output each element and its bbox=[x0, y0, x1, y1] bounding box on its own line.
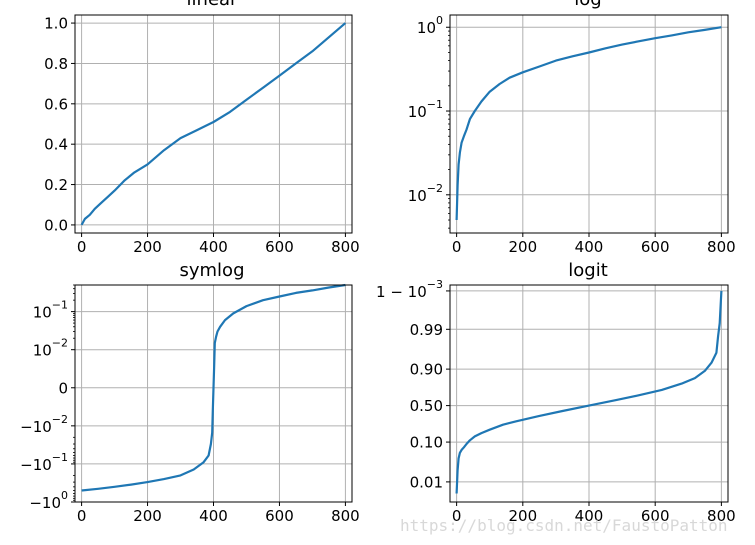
x-tick-label: 600 bbox=[265, 238, 294, 256]
x-tick-label: 0 bbox=[77, 238, 87, 256]
subplot-title: log bbox=[574, 0, 601, 10]
series-line bbox=[80, 22, 347, 226]
subplot-title: linear bbox=[187, 0, 239, 10]
y-tick-label: −10−2 bbox=[20, 413, 68, 436]
y-tick-label: 0.90 bbox=[410, 361, 443, 379]
y-tick-label: 0.99 bbox=[410, 321, 443, 339]
x-tick-label: 600 bbox=[641, 238, 670, 256]
watermark: https://blog.csdn.net/FaustoPatton bbox=[400, 516, 728, 535]
y-tick-label: 1 − 10−3 bbox=[376, 278, 443, 301]
subplot-linear: linear 0 200 400 600 800 0.0 0.2 0.4 0.6 0.8 1.0 bbox=[44, 0, 360, 256]
subplot-log: log 0 200 400 600 800 10−2 10−1 100 bbox=[408, 0, 736, 256]
y-tick-label: 0.01 bbox=[410, 473, 443, 491]
y-tick-label: 10−2 bbox=[408, 182, 443, 205]
y-tick-label: 10−1 bbox=[33, 299, 68, 322]
y-tick-label: 0.4 bbox=[44, 136, 68, 154]
x-tick-label: 0 bbox=[452, 507, 462, 525]
series-line bbox=[81, 283, 346, 492]
x-tick-label: 600 bbox=[265, 507, 294, 525]
y-tick-label: 0.6 bbox=[44, 95, 68, 113]
x-tick-label: 800 bbox=[707, 238, 736, 256]
subplot-logit: logit 0 200 400 600 800 0.01 0.10 0.50 0.90 0.99 1… bbox=[376, 260, 736, 525]
subplot-title: logit bbox=[568, 260, 608, 281]
y-tick-label: 0.50 bbox=[410, 397, 443, 415]
y-tick-label: 0.0 bbox=[44, 216, 68, 234]
x-tick-label: 200 bbox=[133, 507, 162, 525]
x-tick-label: 200 bbox=[133, 238, 162, 256]
x-tick-label: 400 bbox=[575, 238, 604, 256]
subplot-symlog: symlog 0 200 400 600 800 −100 −10−1 −10−2 0 10−2 1… bbox=[20, 260, 360, 525]
x-tick-label: 800 bbox=[707, 507, 736, 525]
y-tick-label: 0.8 bbox=[44, 55, 68, 73]
x-tick-label: 800 bbox=[331, 507, 360, 525]
y-tick-label: −100 bbox=[29, 489, 68, 512]
x-tick-label: 0 bbox=[452, 238, 462, 256]
x-tick-label: 400 bbox=[199, 507, 228, 525]
x-tick-label: 0 bbox=[77, 507, 87, 525]
x-tick-label: 200 bbox=[508, 507, 537, 525]
series-line bbox=[455, 26, 722, 221]
y-tick-label: −10−1 bbox=[20, 451, 68, 474]
y-tick-label: 100 bbox=[417, 14, 443, 37]
x-tick-label: 200 bbox=[508, 238, 537, 256]
y-tick-label: 0.2 bbox=[44, 176, 68, 194]
y-tick-label: 0.10 bbox=[410, 434, 443, 452]
x-tick-label: 600 bbox=[641, 507, 670, 525]
y-tick-label: 10−1 bbox=[408, 98, 443, 121]
y-tick-label: 10−2 bbox=[33, 337, 68, 360]
y-tick-label: 0 bbox=[58, 379, 68, 397]
x-tick-label: 800 bbox=[331, 238, 360, 256]
series-line bbox=[455, 290, 723, 494]
subplot-title: symlog bbox=[179, 260, 244, 281]
y-tick-label: 1.0 bbox=[44, 15, 68, 33]
x-tick-label: 400 bbox=[199, 238, 228, 256]
x-tick-label: 400 bbox=[575, 507, 604, 525]
